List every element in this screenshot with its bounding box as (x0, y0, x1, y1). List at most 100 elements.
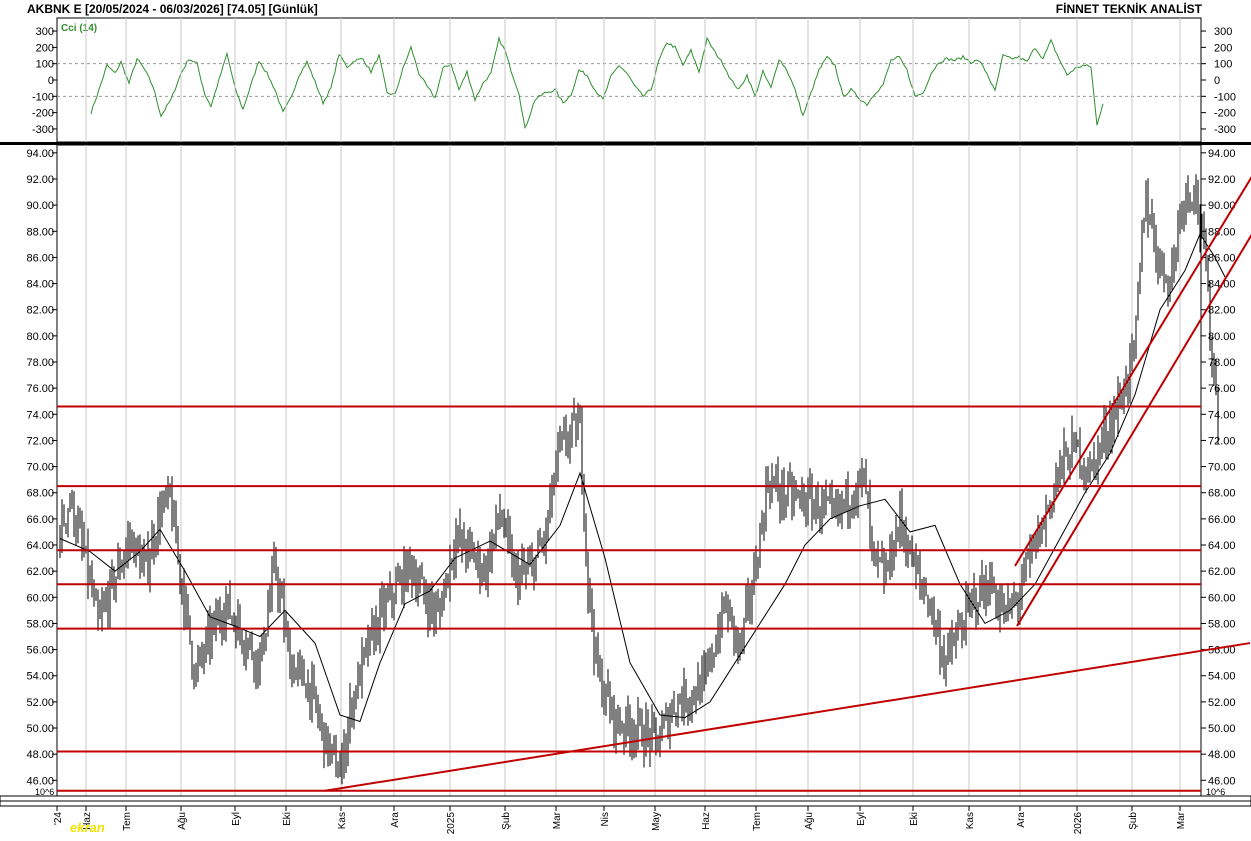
price-tick-left: 70.00 (26, 462, 54, 474)
price-bars (59, 174, 1219, 785)
price-tick-right: 56.00 (1208, 645, 1236, 657)
x-tick-label: Eyl (856, 812, 867, 826)
x-tick-label: Şub (1128, 812, 1139, 830)
watermark-text: ekran (70, 820, 105, 835)
cci-tick-left: -200 (32, 108, 54, 120)
x-tick-label: Ağu (177, 812, 188, 830)
x-tick-label: Mar (1176, 811, 1187, 829)
price-tick-right: 76.00 (1208, 383, 1236, 395)
price-tick-right: 54.00 (1208, 671, 1236, 683)
price-tick-left: 62.00 (26, 566, 54, 578)
cci-tick-left: 200 (36, 42, 54, 54)
price-tick-left: 92.00 (26, 174, 54, 186)
price-tick-left: 82.00 (26, 305, 54, 317)
x-tick-label: May (651, 812, 662, 831)
price-tick-right: 58.00 (1208, 618, 1236, 630)
cci-tick-left: -100 (32, 91, 54, 103)
price-tick-left: 94.00 (26, 148, 54, 160)
price-tick-left: 48.00 (26, 749, 54, 761)
price-tick-right: 50.00 (1208, 723, 1236, 735)
x-tick-label: '24 (53, 812, 64, 825)
cci-tick-left: 0 (48, 75, 54, 87)
x-tick-label: Eki (909, 812, 920, 826)
x-tick-label: Şub (501, 812, 512, 830)
cci-series (90, 35, 1104, 130)
cci-tick-right: -200 (1214, 108, 1236, 120)
cci-tick-right: -300 (1214, 124, 1236, 136)
x-tick-label: Kas (337, 812, 348, 829)
x-tick-label: Haz (82, 812, 93, 830)
price-tick-left: 86.00 (26, 252, 54, 264)
price-tick-left: 88.00 (26, 226, 54, 238)
chart-source: FİNNET TEKNİK ANALİST (1055, 2, 1202, 16)
cci-panel-frame (56, 17, 1202, 143)
x-tick-label: Haz (701, 812, 712, 830)
price-tick-left: 56.00 (26, 645, 54, 657)
price-tick-right: 66.00 (1208, 514, 1236, 526)
price-tick-right: 60.00 (1208, 592, 1236, 604)
price-tick-right: 52.00 (1208, 697, 1236, 709)
price-y-axis-right: 94.0092.0090.0088.0086.0084.0082.0080.00… (1201, 148, 1236, 787)
separator-band (0, 142, 1251, 145)
x-tick-label: Ara (390, 812, 401, 828)
x-tick-label: Eki (282, 812, 293, 826)
volume-unit-left: 10^6 (35, 787, 54, 797)
price-panel-frame (56, 144, 1202, 797)
x-axis: '24 Haz Tem Ağu Eyl Eki Kas Ara 2025 Şub Mar Nis May… (53, 806, 1187, 834)
long-term-support-line (324, 642, 1251, 792)
price-tick-right: 94.00 (1208, 148, 1236, 160)
price-tick-left: 52.00 (26, 697, 54, 709)
price-tick-right: 70.00 (1208, 462, 1236, 474)
price-tick-right: 82.00 (1208, 305, 1236, 317)
cci-tick-right: -100 (1214, 91, 1236, 103)
price-tick-left: 46.00 (26, 775, 54, 787)
price-tick-right: 74.00 (1208, 409, 1236, 421)
price-tick-left: 64.00 (26, 540, 54, 552)
cci-tick-right: 0 (1214, 75, 1220, 87)
cci-tick-left: 100 (36, 59, 54, 71)
price-tick-left: 80.00 (26, 331, 54, 343)
cci-tick-right: 300 (1214, 26, 1232, 38)
support-resistance-levels (57, 405, 1201, 792)
price-tick-right: 90.00 (1208, 200, 1236, 212)
volume-unit-right: 10^6 (1206, 787, 1225, 797)
price-tick-left: 72.00 (26, 435, 54, 447)
cci-tick-right: 100 (1214, 59, 1232, 71)
price-tick-right: 72.00 (1208, 435, 1236, 447)
price-tick-right: 62.00 (1208, 566, 1236, 578)
cci-tick-left: 300 (36, 26, 54, 38)
x-tick-label: Tem (122, 812, 133, 831)
price-tick-left: 60.00 (26, 592, 54, 604)
cci-y-axis-left: 300 200 100 0 -100 -200 -300 (32, 26, 57, 136)
cci-tick-right: 200 (1214, 42, 1232, 54)
price-tick-left: 54.00 (26, 671, 54, 683)
cci-y-axis-right: 300 200 100 0 -100 -200 -300 (1201, 26, 1236, 136)
price-tick-right: 80.00 (1208, 331, 1236, 343)
price-tick-left: 58.00 (26, 618, 54, 630)
price-tick-right: 88.00 (1208, 226, 1236, 238)
x-tick-label: 2025 (446, 812, 457, 835)
price-tick-left: 66.00 (26, 514, 54, 526)
price-y-axis-left: 94.00 92.00 90.00 88.00 86.00 84.00 82.00 80.00… (26, 148, 57, 787)
price-tick-left: 76.00 (26, 383, 54, 395)
x-tick-label: Kas (965, 812, 976, 829)
x-tick-label: Eyl (231, 812, 242, 826)
price-tick-right: 92.00 (1208, 174, 1236, 186)
x-tick-label: 2026 (1073, 812, 1084, 835)
price-tick-right: 86.00 (1208, 252, 1236, 264)
x-tick-label: Mar (552, 811, 563, 829)
channel-upper-line (1014, 176, 1251, 567)
volume-strip: 10^6 10^6 (0, 787, 1251, 807)
price-tick-left: 50.00 (26, 723, 54, 735)
cci-grid (57, 63, 1201, 97)
price-tick-left: 74.00 (26, 409, 54, 421)
price-tick-right: 48.00 (1208, 749, 1236, 761)
trend-lines (324, 176, 1251, 792)
price-tick-right: 78.00 (1208, 357, 1236, 369)
cci-line (90, 35, 1104, 130)
price-tick-right: 46.00 (1208, 775, 1236, 787)
price-tick-left: 78.00 (26, 357, 54, 369)
price-tick-right: 64.00 (1208, 540, 1236, 552)
x-tick-label: Ağu (804, 812, 815, 830)
